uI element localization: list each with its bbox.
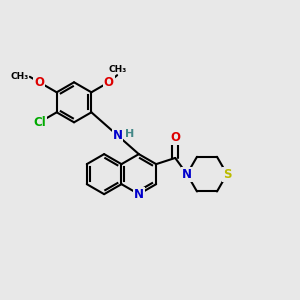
- Text: O: O: [170, 131, 180, 144]
- Text: O: O: [34, 76, 44, 89]
- Text: CH₃: CH₃: [11, 72, 28, 81]
- Text: O: O: [104, 76, 114, 89]
- Text: N: N: [112, 129, 122, 142]
- Text: N: N: [182, 168, 192, 181]
- Text: N: N: [134, 188, 144, 201]
- Text: Cl: Cl: [33, 116, 46, 129]
- Text: CH₃: CH₃: [108, 65, 126, 74]
- Text: S: S: [223, 168, 231, 181]
- Text: H: H: [125, 128, 134, 139]
